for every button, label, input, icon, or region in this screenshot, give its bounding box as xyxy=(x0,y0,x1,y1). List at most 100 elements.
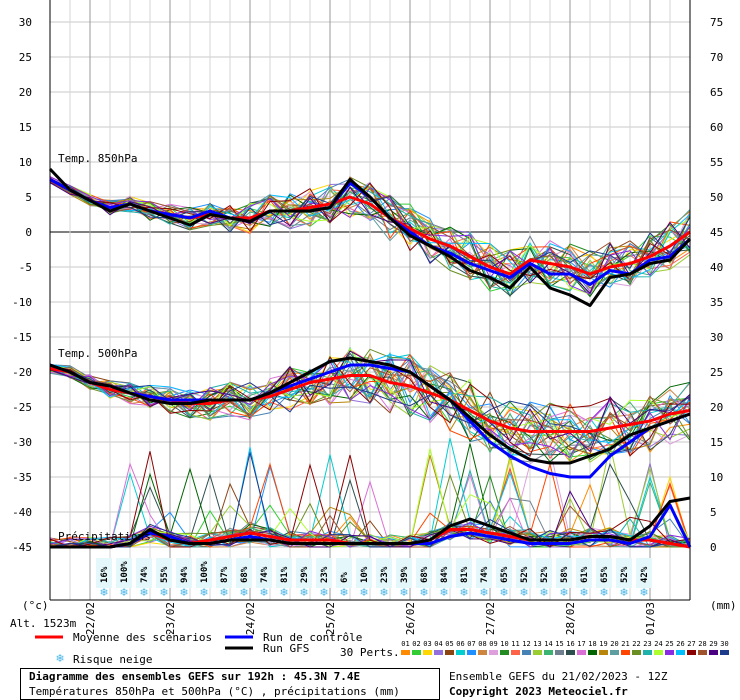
perturbation-swatch xyxy=(500,650,509,655)
perturbation-swatch xyxy=(401,650,410,655)
perturbation-id: 14 xyxy=(544,640,552,648)
perturbation-swatch xyxy=(588,650,597,655)
snow-risk-value: 100% xyxy=(120,561,130,583)
grid xyxy=(49,0,691,600)
series-line xyxy=(49,356,691,465)
perturbation-id: 08 xyxy=(478,640,486,648)
perturbation-swatch xyxy=(445,650,454,655)
series-line xyxy=(49,363,691,479)
perturbation-swatch xyxy=(665,650,674,655)
snow-risk-cell xyxy=(276,558,292,588)
snow-risk-value: 68% xyxy=(420,566,430,583)
perturbation-swatch xyxy=(489,650,498,655)
temp500-label: Temp. 500hPa xyxy=(58,347,137,360)
snow-risk-cell xyxy=(176,558,192,588)
perturbation-id: 28 xyxy=(698,640,706,648)
snow-risk-cell xyxy=(536,558,552,588)
perturbation-id: 06 xyxy=(456,640,464,648)
left-tick-label: -10 xyxy=(12,296,32,309)
altitude-label: Alt. 1523m xyxy=(10,617,77,630)
snowflake-icon: ❄ xyxy=(439,586,448,599)
snowflake-icon: ❄ xyxy=(219,586,228,599)
left-tick-label: -30 xyxy=(12,436,32,449)
perturbation-swatch xyxy=(599,650,608,655)
snow-risk-value: 6% xyxy=(340,572,350,583)
snow-risk-cell xyxy=(556,558,572,588)
perturbation-swatch xyxy=(511,650,520,655)
left-tick-label: -45 xyxy=(12,541,32,554)
snow-risk-cell xyxy=(356,558,372,588)
snow-risk-cell xyxy=(196,558,212,588)
left-tick-label: 5 xyxy=(25,191,32,204)
snow-risk-value: 87% xyxy=(220,566,230,583)
temp850-label: Temp. 850hPa xyxy=(58,152,137,165)
perturbation-swatch xyxy=(654,650,663,655)
snow-risk-value: 58% xyxy=(560,566,570,583)
perturbation-id: 02 xyxy=(412,640,420,648)
perturbation-swatch xyxy=(434,650,443,655)
perturbation-id: 07 xyxy=(467,640,475,648)
perturbation-id: 23 xyxy=(643,640,651,648)
snow-risk-cell xyxy=(256,558,272,588)
footer-title-box: Diagramme des ensembles GEFS sur 192h : … xyxy=(20,668,440,700)
right-tick-label: 45 xyxy=(710,226,723,239)
snow-risk-value: 74% xyxy=(480,566,490,583)
left-tick-label: -15 xyxy=(12,331,32,344)
snowflake-icon: ❄ xyxy=(55,652,64,665)
perturbation-swatch xyxy=(478,650,487,655)
left-tick-label: 30 xyxy=(19,16,32,29)
snow-risk-cell xyxy=(416,558,432,588)
x-date-label: 01/03 xyxy=(644,602,657,635)
perturbation-id: 21 xyxy=(621,640,629,648)
snow-risk-value: 42% xyxy=(640,566,650,583)
perturbation-swatch xyxy=(456,650,465,655)
perturbation-swatch xyxy=(544,650,553,655)
snow-risk-value: 55% xyxy=(160,566,170,583)
perturbation-swatch xyxy=(555,650,564,655)
left-tick-label: -35 xyxy=(12,471,32,484)
perturbation-id: 27 xyxy=(687,640,695,648)
right-tick-label: 0 xyxy=(710,541,717,554)
perturbation-line xyxy=(49,176,691,295)
right-tick-label: 60 xyxy=(710,121,723,134)
perturbation-swatch xyxy=(423,650,432,655)
snowflake-icon: ❄ xyxy=(259,586,268,599)
snow-risk-cell xyxy=(436,558,452,588)
snowflake-icon: ❄ xyxy=(599,586,608,599)
perturbation-swatch xyxy=(676,650,685,655)
snowflake-icon: ❄ xyxy=(419,586,428,599)
snowflake-icon: ❄ xyxy=(239,586,248,599)
perturbation-swatch xyxy=(720,650,729,655)
perturbation-id: 24 xyxy=(654,640,662,648)
snowflake-icon: ❄ xyxy=(159,586,168,599)
perturbation-swatch xyxy=(687,650,696,655)
perturbation-line xyxy=(49,352,691,456)
snow-risk-cell xyxy=(636,558,652,588)
snow-risk-value: 10% xyxy=(360,566,370,583)
snowflake-icon: ❄ xyxy=(119,586,128,599)
perturbation-line xyxy=(49,182,691,281)
left-tick-label: 15 xyxy=(19,121,32,134)
snowflake-icon: ❄ xyxy=(319,586,328,599)
perturbation-line xyxy=(49,178,691,282)
snowflake-icon: ❄ xyxy=(359,586,368,599)
snow-risk-cell xyxy=(296,558,312,588)
right-tick-label: 70 xyxy=(710,51,723,64)
main-series-lines xyxy=(48,167,692,549)
snowflake-icon: ❄ xyxy=(399,586,408,599)
x-date-label: 24/02 xyxy=(244,602,257,635)
footer-title: Diagramme des ensembles GEFS sur 192h : … xyxy=(29,670,361,683)
perturbation-line xyxy=(49,367,691,455)
left-tick-label: 20 xyxy=(19,86,32,99)
perturbation-swatch xyxy=(621,650,630,655)
x-date-label: 22/02 xyxy=(84,602,97,635)
perturbation-id: 11 xyxy=(511,640,519,648)
legend: Moyenne des scénarios Run de contrôleRun … xyxy=(35,631,729,666)
legend-label: Run de contrôle xyxy=(263,631,362,644)
perturbation-id: 12 xyxy=(522,640,530,648)
snowflake-icon: ❄ xyxy=(379,586,388,599)
perturbation-id: 09 xyxy=(489,640,497,648)
snow-risk-value: 29% xyxy=(300,566,310,583)
legend-label: Moyenne des scénarios xyxy=(73,631,212,644)
left-tick-label: -40 xyxy=(12,506,32,519)
